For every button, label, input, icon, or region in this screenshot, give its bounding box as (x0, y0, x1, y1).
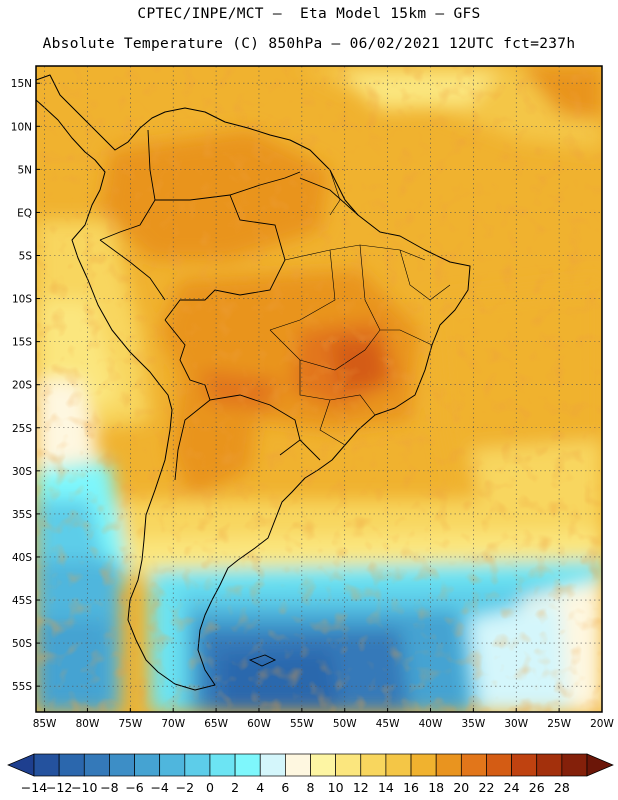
lat-label: EQ (17, 207, 32, 219)
colorbar (7, 753, 614, 777)
colorbar-swatch (109, 753, 135, 777)
colorbar-label: 26 (529, 780, 545, 795)
lat-label: 45S (12, 595, 32, 607)
lat-label: 50S (12, 638, 32, 650)
colorbar-swatch (536, 753, 563, 777)
colorbar-label: 20 (453, 780, 469, 795)
colorbar-swatch (83, 753, 110, 777)
lat-label: 5N (17, 164, 32, 176)
falklands (248, 654, 277, 667)
lon-label: 50W (333, 718, 357, 730)
colorbar-swatch (360, 753, 387, 777)
colorbar-label: −2 (176, 780, 194, 795)
map-frame (35, 65, 603, 713)
colorbar-swatch (134, 753, 161, 777)
lat-label: 25S (12, 423, 32, 435)
temperature-field (36, 66, 602, 712)
colorbar-label: −14 (21, 780, 47, 795)
lat-labels: 15N 10N 5N EQ 5S 10S 15S 20S 25S 30S 35S 40S 45S 50S 5… (11, 78, 40, 693)
colorbar-swatch (385, 753, 412, 777)
lat-label: 10S (12, 294, 32, 306)
colorbar-swatch (7, 753, 35, 777)
lon-label: 70W (161, 718, 185, 730)
colorbar-swatch (58, 753, 85, 777)
lat-label: 30S (12, 466, 32, 478)
map-title-line2: Absolute Temperature (C) 850hPa – 06/02/… (42, 36, 576, 52)
colorbar-swatch (410, 753, 437, 777)
colorbar-swatch (285, 753, 311, 777)
lat-label: 10N (11, 121, 32, 133)
map-title-line1: CPTEC/INPE/MCT – Eta Model 15km – GFS (137, 6, 481, 22)
colorbar-label: 6 (281, 780, 289, 795)
colorbar-label: 28 (554, 780, 570, 795)
coastline (36, 74, 471, 691)
colorbar-swatch (209, 753, 236, 777)
colorbar-label: −4 (150, 780, 168, 795)
state-borders (269, 169, 451, 446)
colorbar-label: 0 (206, 780, 214, 795)
colorbar-label: 12 (353, 780, 369, 795)
colorbar-label: 24 (504, 780, 520, 795)
lat-label: 5S (19, 250, 33, 262)
lat-label: 15S (12, 337, 32, 349)
colorbar-swatch (561, 753, 588, 777)
lat-label: 35S (12, 509, 32, 521)
colorbar-label: 10 (328, 780, 344, 795)
colorbar-swatch (310, 753, 336, 777)
colorbar-swatch (335, 753, 362, 777)
colorbar-label: 4 (256, 780, 264, 795)
colorbar-swatch (234, 753, 261, 777)
colorbar-label: 2 (231, 780, 239, 795)
colorbar-label: 22 (479, 780, 495, 795)
colorbar-label: 16 (403, 780, 419, 795)
lon-label: 25W (547, 718, 571, 730)
colorbar-label: 18 (428, 780, 444, 795)
colorbar-label: 14 (378, 780, 394, 795)
lon-label: 30W (504, 718, 528, 730)
lat-label: 20S (12, 380, 32, 392)
colorbar-label: −12 (46, 780, 72, 795)
lon-label: 55W (290, 718, 314, 730)
colorbar-labels: −14−12−10 −8 −6 −4 −2 0 2 4 6 8 10 12 14 16 18 20 22 24 26… (21, 780, 570, 795)
lon-label: 35W (461, 718, 485, 730)
country-borders (99, 129, 359, 481)
colorbar-swatch (33, 753, 60, 777)
lon-label: 45W (376, 718, 400, 730)
colorbar-swatch (159, 753, 186, 777)
colorbar-swatch (259, 753, 286, 777)
colorbar-label: −6 (125, 780, 143, 795)
lon-label: 85W (33, 718, 57, 730)
lat-label: 55S (12, 681, 32, 693)
colorbar-label: −10 (71, 780, 97, 795)
lon-labels: 85W 80W 75W 70W 65W 60W 55W 50W 45W 40W 35W 30W 25W 2… (33, 708, 614, 730)
colorbar-swatch (586, 753, 614, 777)
lat-label: 15N (11, 78, 32, 90)
colorbar-swatch (511, 753, 538, 777)
colorbar-swatch (184, 753, 211, 777)
colorbar-swatch (486, 753, 512, 777)
colorbar-swatch (435, 753, 462, 777)
lon-label: 20W (590, 718, 614, 730)
lon-label: 80W (76, 718, 100, 730)
colorbar-label: −8 (100, 780, 118, 795)
lon-label: 65W (204, 718, 228, 730)
lon-label: 60W (247, 718, 271, 730)
lon-label: 40W (419, 718, 443, 730)
lon-label: 75W (118, 718, 142, 730)
colorbar-label: 8 (307, 780, 315, 795)
colorbar-swatch (460, 753, 487, 777)
lat-label: 40S (12, 552, 32, 564)
